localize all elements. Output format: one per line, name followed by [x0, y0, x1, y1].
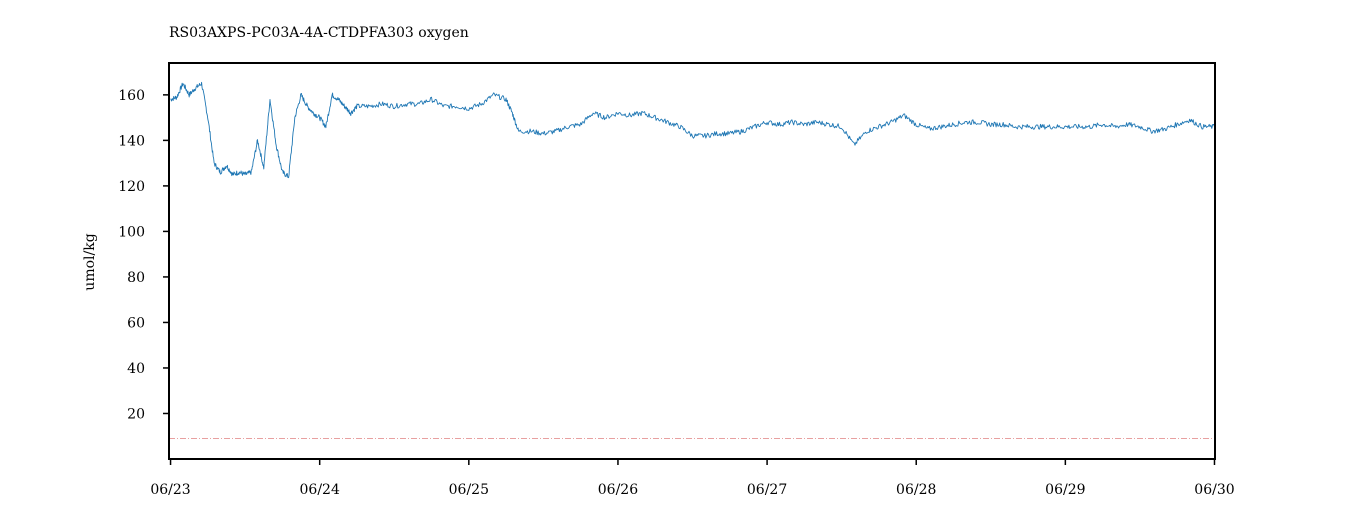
- series-line-oxygen: [170, 81, 1215, 179]
- y-tick-label: 160: [118, 88, 145, 104]
- x-tick-label: 06/23: [150, 482, 190, 498]
- x-tick-label: 06/26: [598, 482, 638, 498]
- x-tick-label: 06/25: [449, 482, 489, 498]
- y-tick-label: 80: [127, 270, 145, 286]
- x-tick-label: 06/24: [300, 482, 340, 498]
- y-tick-label: 140: [118, 133, 145, 149]
- axes-frame: [168, 62, 1216, 460]
- y-tick-label: 60: [127, 315, 145, 331]
- x-tick-label: 06/30: [1194, 482, 1234, 498]
- y-tick-label: 40: [127, 361, 145, 377]
- chart-title: RS03AXPS-PC03A-4A-CTDPFA303 oxygen: [169, 25, 469, 41]
- plot-area: [169, 81, 1215, 439]
- y-axis-label: umol/kg: [82, 233, 98, 290]
- x-tick-label: 06/28: [896, 482, 936, 498]
- x-tick-label: 06/29: [1045, 482, 1085, 498]
- y-tick-label: 100: [118, 224, 145, 240]
- axes: 20 40 60 80 100 120 140 160 06/23 06/24 06/25 06/26…: [118, 62, 1235, 498]
- y-tick-label: 120: [118, 179, 145, 195]
- y-tick-label: 20: [127, 406, 145, 422]
- x-tick-label: 06/27: [747, 482, 787, 498]
